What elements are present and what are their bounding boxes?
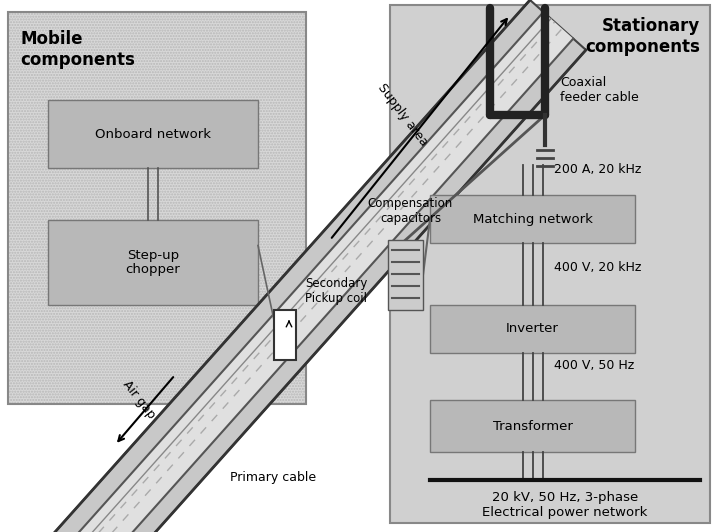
Bar (48, 220, 258, 305)
Bar (8, 12, 306, 404)
Bar (274, 310, 296, 360)
Text: Coaxial
feeder cable: Coaxial feeder cable (560, 76, 638, 104)
Bar (430, 305, 635, 353)
Text: 200 A, 20 kHz: 200 A, 20 kHz (555, 163, 642, 177)
Text: Transformer: Transformer (493, 420, 573, 433)
Text: Onboard network: Onboard network (95, 128, 211, 140)
Text: Secondary
Pickup coil: Secondary Pickup coil (305, 277, 368, 305)
Text: 400 V, 50 Hz: 400 V, 50 Hz (555, 359, 635, 371)
Text: 400 V, 20 kHz: 400 V, 20 kHz (555, 262, 642, 275)
Text: Supply area: Supply area (375, 81, 430, 149)
Polygon shape (55, 0, 586, 532)
Bar (430, 195, 635, 243)
Text: Air gap: Air gap (120, 378, 158, 422)
Text: Mobile
components: Mobile components (20, 30, 135, 69)
Bar (390, 5, 710, 523)
Bar (48, 100, 258, 168)
Text: Inverter: Inverter (506, 322, 559, 336)
Text: Stationary
components: Stationary components (585, 17, 700, 56)
Text: 20 kV, 50 Hz, 3-phase
Electrical power network: 20 kV, 50 Hz, 3-phase Electrical power n… (483, 491, 648, 519)
Text: Compensation
capacitors: Compensation capacitors (368, 197, 453, 225)
Bar (430, 400, 635, 452)
Bar (388, 240, 423, 310)
Polygon shape (69, 12, 573, 532)
Text: Matching network: Matching network (473, 212, 593, 226)
Text: Primary cable: Primary cable (230, 471, 316, 485)
Text: Step-up
chopper: Step-up chopper (126, 248, 180, 277)
Bar (9, 13, 305, 403)
